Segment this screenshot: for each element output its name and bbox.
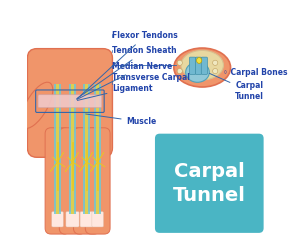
Ellipse shape: [196, 58, 202, 63]
Text: Carpal
Tunnel: Carpal Tunnel: [173, 162, 246, 205]
Bar: [54, 84, 61, 214]
FancyBboxPatch shape: [195, 57, 202, 74]
Bar: [71, 84, 74, 214]
Bar: [96, 84, 99, 214]
Ellipse shape: [177, 69, 182, 74]
FancyBboxPatch shape: [92, 212, 103, 227]
Bar: [94, 84, 101, 214]
Bar: [69, 84, 76, 214]
Text: Tendon Sheath: Tendon Sheath: [77, 47, 177, 98]
FancyBboxPatch shape: [80, 212, 93, 227]
Text: Median Nerve: Median Nerve: [77, 62, 173, 99]
FancyBboxPatch shape: [74, 128, 100, 234]
Ellipse shape: [174, 48, 231, 87]
Ellipse shape: [181, 50, 224, 80]
Ellipse shape: [213, 69, 218, 74]
FancyBboxPatch shape: [155, 134, 264, 233]
Bar: [83, 84, 90, 214]
Text: Transverse Carpal
Ligament: Transverse Carpal Ligament: [77, 73, 190, 100]
Text: Muscle: Muscle: [86, 114, 157, 126]
Ellipse shape: [213, 60, 218, 65]
FancyBboxPatch shape: [52, 212, 63, 227]
Bar: [56, 84, 59, 214]
Ellipse shape: [21, 82, 53, 128]
Bar: [85, 84, 88, 214]
FancyBboxPatch shape: [59, 128, 86, 234]
Text: Flexor Tendons: Flexor Tendons: [77, 31, 178, 99]
FancyBboxPatch shape: [201, 57, 207, 74]
Text: Carpal
Tunnel: Carpal Tunnel: [209, 73, 264, 101]
FancyBboxPatch shape: [85, 128, 110, 234]
Ellipse shape: [177, 60, 182, 65]
Ellipse shape: [186, 62, 209, 82]
FancyBboxPatch shape: [38, 95, 102, 108]
FancyBboxPatch shape: [45, 128, 70, 234]
FancyBboxPatch shape: [189, 57, 196, 74]
FancyBboxPatch shape: [66, 212, 79, 227]
FancyBboxPatch shape: [27, 49, 112, 157]
Text: ◦ Carpal Bones: ◦ Carpal Bones: [224, 68, 288, 77]
